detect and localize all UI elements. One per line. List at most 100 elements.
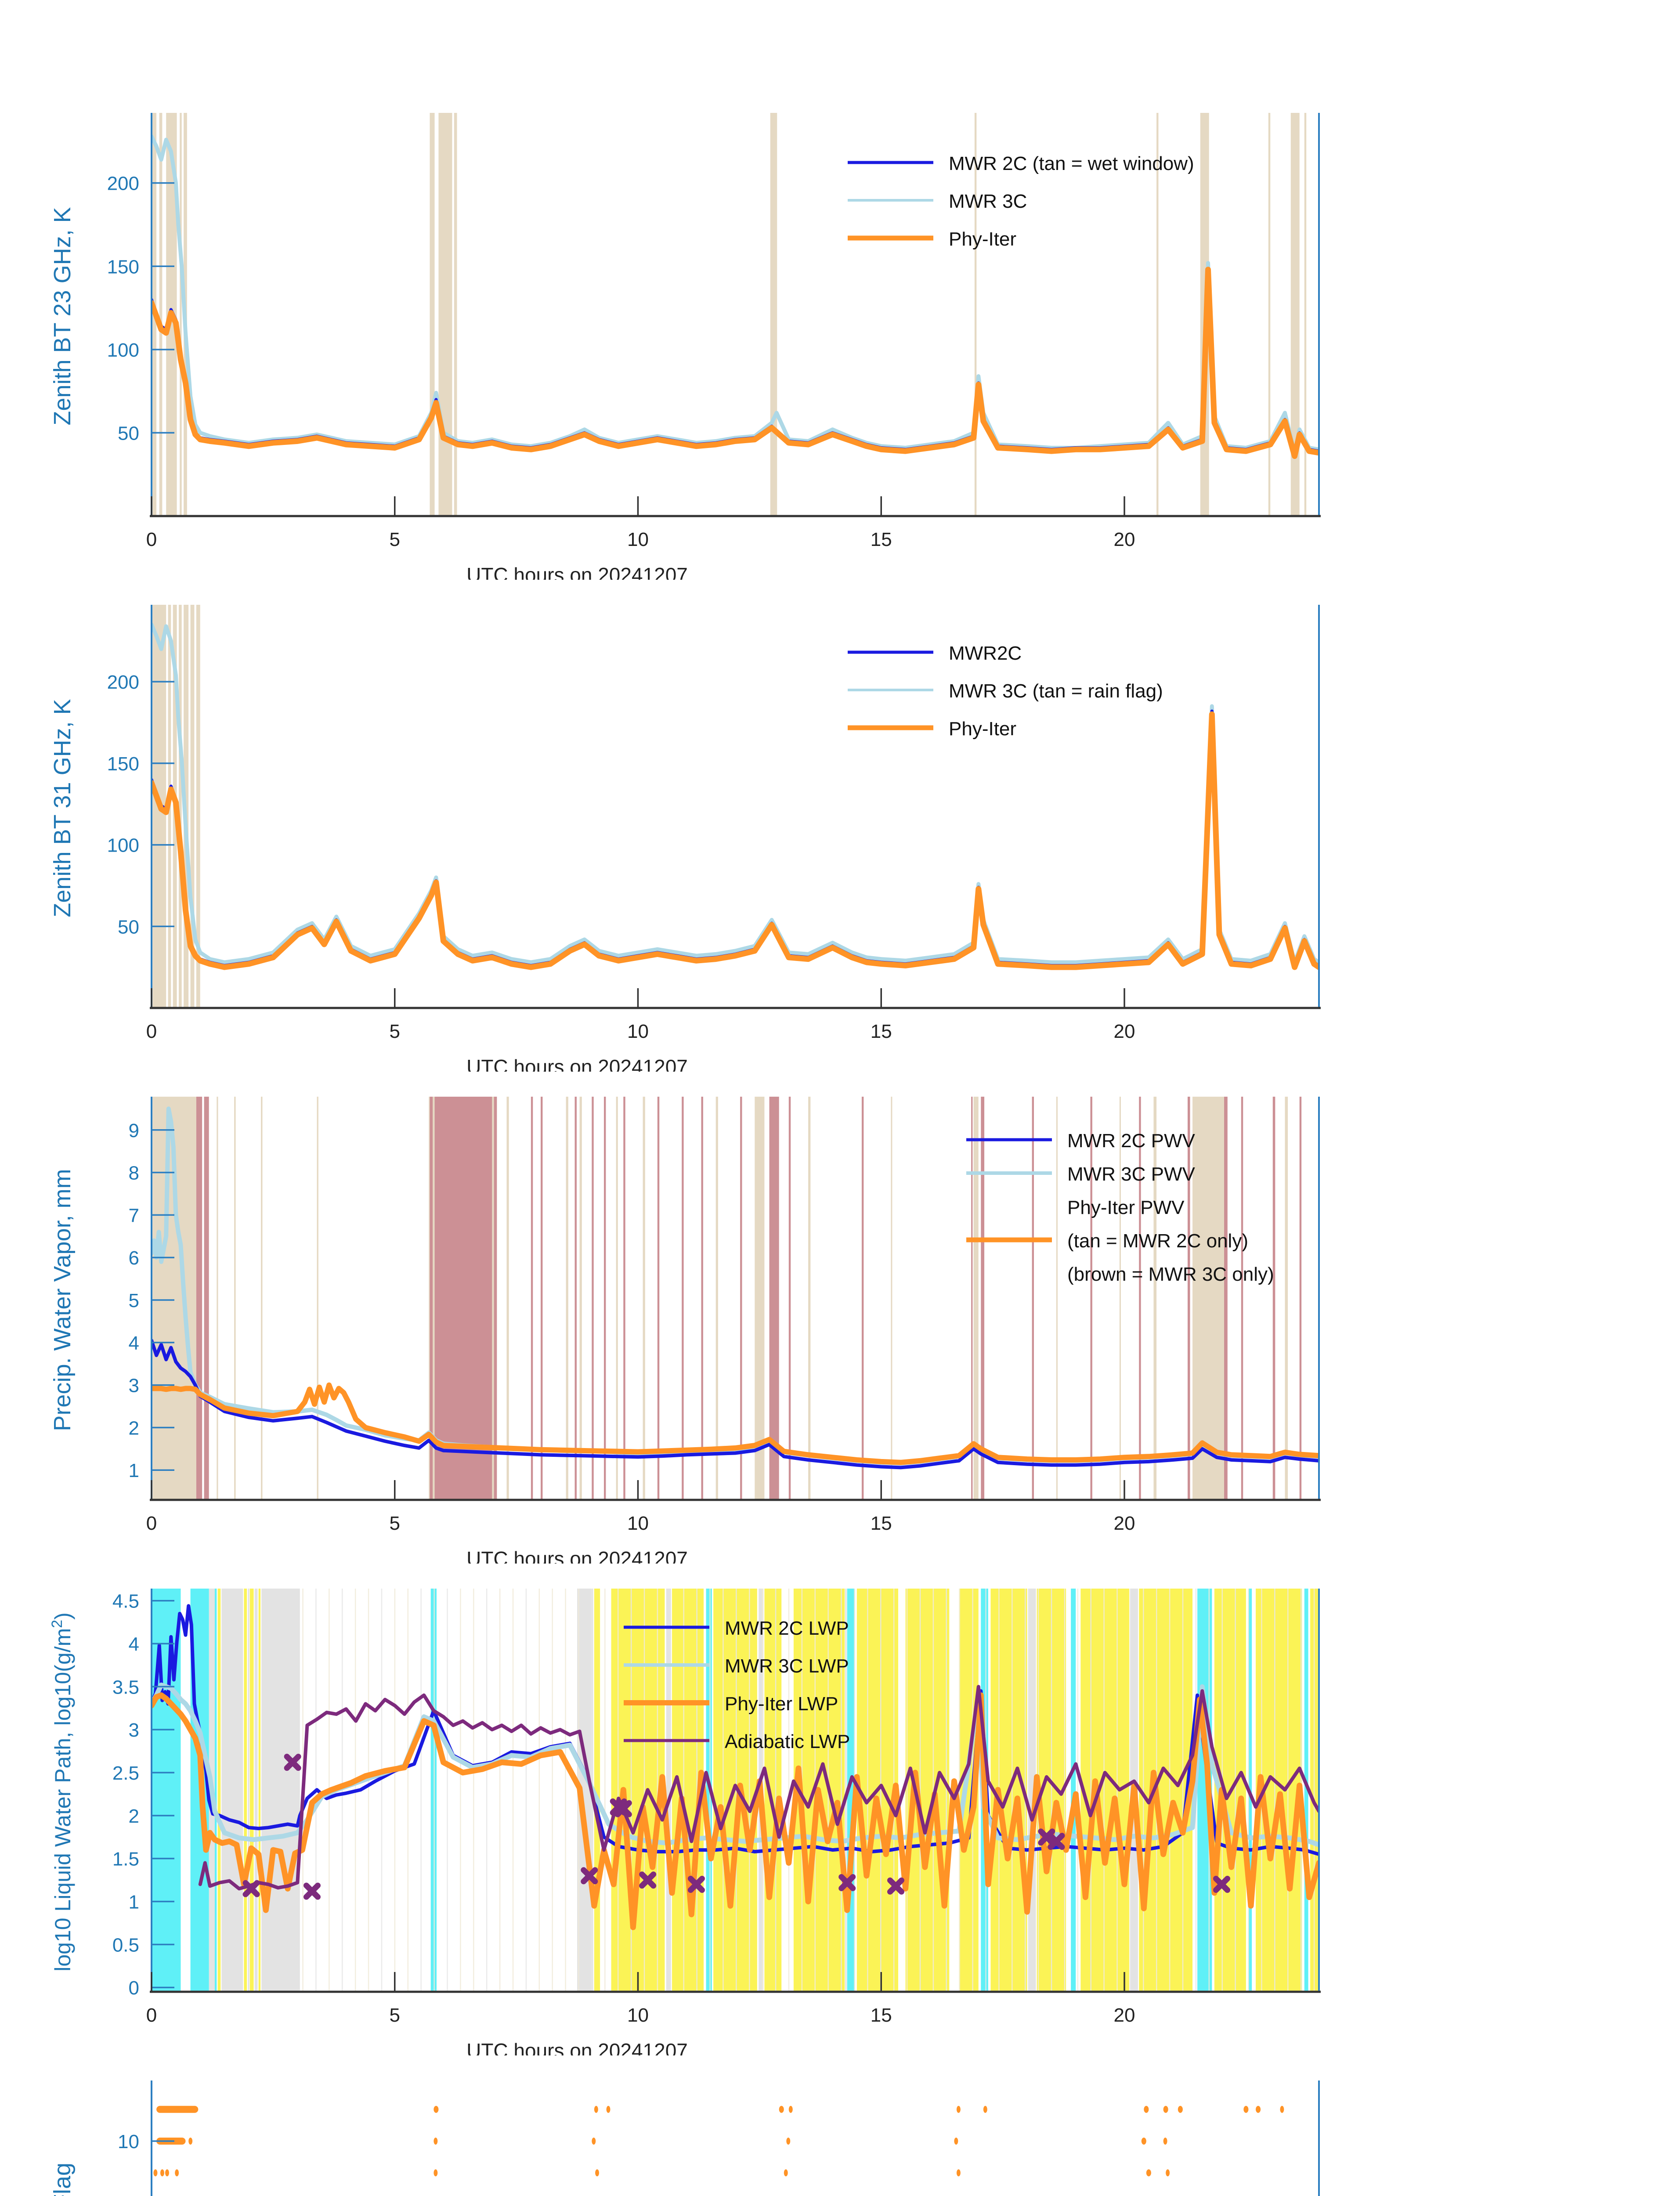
- series-mwr-3c: [152, 134, 1319, 455]
- x-marker: [687, 1875, 705, 1893]
- series-phy-iter-pwv: [152, 1382, 1319, 1465]
- dq-flag-9: [956, 2169, 961, 2177]
- dq-flag-11: [1256, 2106, 1261, 2113]
- dq-flag-10: [592, 2138, 596, 2145]
- dq-flag-10: [1141, 2138, 1146, 2145]
- dq-flag-9: [1146, 2169, 1151, 2177]
- legend-label: Phy-Iter: [949, 718, 1016, 740]
- panel-liquid-water-path: 0 0.5 1 1.5 2 2.5 3 3.5 4 4.5 0 5 10 15 20 log10 Liquid…: [0, 1476, 1680, 2055]
- dq-flag-11: [779, 2106, 784, 2113]
- y-tick-label: 4: [129, 1333, 139, 1354]
- x-tick-label: 5: [390, 2005, 400, 2026]
- legend-label: MWR2C: [949, 643, 1022, 664]
- legend-label: Phy-Iter PWV: [1067, 1197, 1185, 1218]
- panel3-plot: [152, 1106, 1319, 1470]
- x-tick-label: 20: [1114, 529, 1135, 550]
- x-axis-title: UTC hours on 20241207: [466, 563, 688, 580]
- x-marker: [838, 1874, 856, 1891]
- dq-flag-9: [165, 2169, 170, 2177]
- panel5-svg: 024681005101520MWR Phy Iter DQ FlagUTC h…: [49, 2080, 1320, 2196]
- y-axis-title: Precip. Water Vapor, mm: [49, 1169, 76, 1431]
- y-tick-label: 7: [129, 1205, 139, 1226]
- y-tick-label: 10: [118, 2131, 139, 2153]
- y-tick-label: 0.5: [112, 1934, 139, 1956]
- x-tick-label: 5: [390, 1021, 400, 1042]
- x-tick-label: 10: [627, 1513, 649, 1534]
- y-tick-label: 150: [107, 753, 139, 775]
- panel2-legend: MWR2C MWR 3C (tan = rain flag) Phy-Iter: [848, 643, 1163, 740]
- series-mwr-3c-pwv: [152, 1106, 1319, 1466]
- dq-flag-11: [1163, 2106, 1168, 2113]
- y-axis-title: log10 Liquid Water Path, log10(g/m2): [49, 1612, 75, 1972]
- panel-zenith-bt-23ghz: 50 100 150 200 0 5 10 15 20 Zenith BT 23 GHz, K UT…: [0, 0, 1680, 580]
- dq-flag-11: [983, 2106, 987, 2113]
- x-tick-label: 10: [627, 2005, 649, 2026]
- panel2-svg: 50 100 150 200 0 5 10 15 20 Zenith BT 31 GHz, K UT…: [49, 605, 1321, 1072]
- x-tick-label: 15: [871, 2005, 892, 2026]
- panel-precipitable-water-vapor: 1 2 3 4 5 6 7 8 9 0 5 10 15 20 Precip. Water Vapor, mm…: [0, 984, 1680, 1564]
- x-marker: [639, 1871, 657, 1889]
- panel1-legend: MWR 2C (tan = wet window) MWR 3C Phy-Iter: [848, 153, 1194, 250]
- legend-label: MWR 3C (tan = rain flag): [949, 680, 1163, 702]
- x-axis-title: UTC hours on 20241207: [466, 1055, 688, 1072]
- x-tick-label: 0: [146, 1513, 157, 1534]
- y-tick-label: 3.5: [112, 1676, 139, 1698]
- y-tick-label: 0: [129, 1977, 139, 1999]
- x-marker: [303, 1882, 321, 1900]
- dq-flag-10: [954, 2138, 958, 2145]
- panel3-svg: 1 2 3 4 5 6 7 8 9 0 5 10 15 20 Precip. Water Vapor, mm…: [49, 1097, 1321, 1564]
- x-tick-label: 10: [627, 1021, 649, 1042]
- dq-flag-11: [788, 2106, 793, 2113]
- x-tick-label: 15: [871, 529, 892, 550]
- legend-label: Phy-Iter: [949, 228, 1016, 250]
- x-tick-label: 15: [871, 1513, 892, 1534]
- y-tick-label: 2: [129, 1806, 139, 1827]
- y-tick-label: 3: [129, 1375, 139, 1397]
- x-marker: [1213, 1875, 1230, 1893]
- y-tick-label: 1: [129, 1460, 139, 1481]
- legend-label: MWR 3C PWV: [1067, 1163, 1196, 1185]
- panel2-plot: [152, 622, 1319, 970]
- series-mwr-3c: [152, 622, 1319, 964]
- y-tick-label: 2: [129, 1417, 139, 1439]
- y-tick-label: 5: [129, 1290, 139, 1311]
- y-axis-title: MWR Phy Iter DQ Flag: [49, 2163, 76, 2196]
- y-tick-label: 200: [107, 173, 139, 195]
- x-tick-label: 5: [390, 1513, 400, 1534]
- dq-flag-9: [1166, 2169, 1170, 2177]
- y-tick-label: 8: [129, 2194, 139, 2196]
- legend-label: (tan = MWR 2C only): [1067, 1230, 1248, 1252]
- y-tick-label: 2.5: [112, 1763, 139, 1784]
- dq-flag-11: [1144, 2106, 1149, 2113]
- y-tick-label: 8: [129, 1163, 139, 1184]
- legend-label: Phy-Iter LWP: [725, 1693, 838, 1715]
- x-axis-title: UTC hours on 20241207: [466, 1547, 688, 1564]
- dq-flag-9: [595, 2169, 600, 2177]
- x-tick-label: 0: [146, 529, 157, 550]
- x-tick-label: 5: [390, 529, 400, 550]
- series-phy-iter: [152, 711, 1319, 970]
- dq-flag-10: [1163, 2138, 1167, 2145]
- x-marker: [284, 1753, 301, 1771]
- dq-flag-11: [594, 2106, 598, 2113]
- dq-flag-11: [1280, 2106, 1284, 2113]
- x-tick-label: 10: [627, 529, 649, 550]
- dq-flag-11: [1178, 2106, 1183, 2113]
- series-phy-iter-lwp: [152, 1692, 1319, 1930]
- dq-flag-11: [156, 2106, 199, 2113]
- y-tick-label: 1: [129, 1892, 139, 1913]
- x-tick-label: 0: [146, 2005, 157, 2026]
- y-tick-label: 100: [107, 835, 139, 856]
- y-tick-label: 150: [107, 256, 139, 278]
- x-marker: [614, 1800, 632, 1817]
- dq-flag-9: [175, 2169, 179, 2177]
- legend-label: MWR 3C: [949, 191, 1027, 212]
- y-tick-label: 1.5: [112, 1849, 139, 1870]
- x-marker: [887, 1877, 904, 1895]
- dq-flag-9: [434, 2169, 438, 2177]
- y-tick-label: 4.5: [112, 1591, 139, 1612]
- panel1-plot: [152, 134, 1319, 459]
- dq-flag-10: [786, 2138, 791, 2145]
- panel-zenith-bt-31ghz: 50 100 150 200 0 5 10 15 20 Zenith BT 31 GHz, K UT…: [0, 492, 1680, 1072]
